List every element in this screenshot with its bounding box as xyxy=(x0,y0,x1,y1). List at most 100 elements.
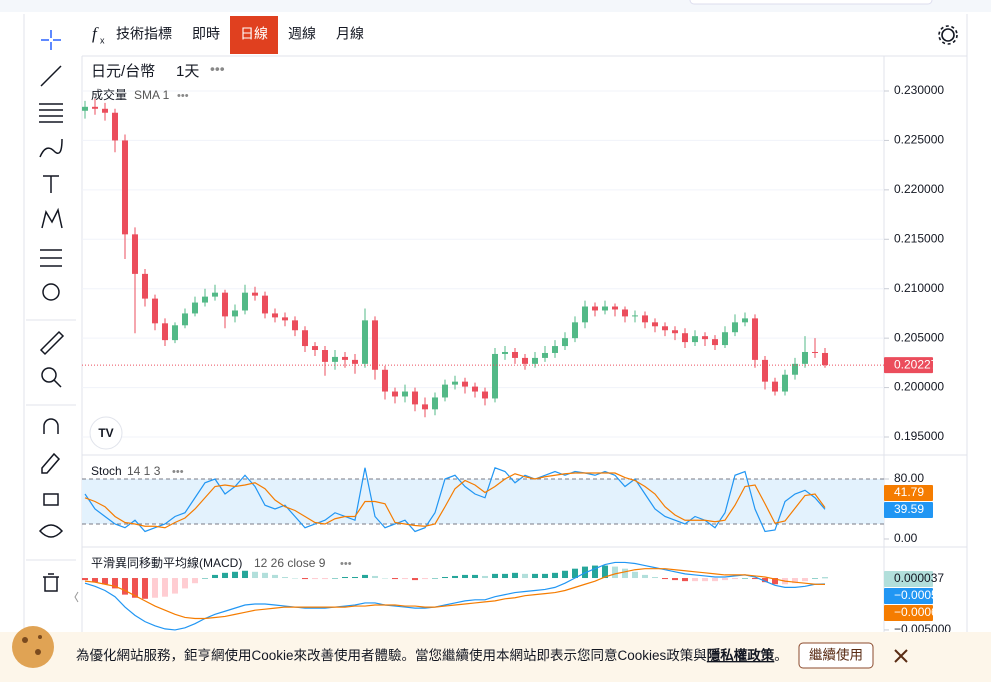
candle-body xyxy=(822,352,828,366)
candle-body xyxy=(472,386,478,392)
last-value-label: 0.000037 xyxy=(894,571,944,585)
candle-body xyxy=(242,292,248,311)
stoch-title: Stoch xyxy=(91,464,122,478)
eye-icon[interactable] xyxy=(38,524,64,538)
histogram-bar xyxy=(452,575,458,579)
candle-body xyxy=(482,391,488,399)
volume-params: SMA 1 xyxy=(134,88,170,102)
last-value-label-bg xyxy=(884,605,933,621)
candle-body xyxy=(692,336,698,343)
collapse-arrow[interactable] xyxy=(74,591,79,603)
candle-body xyxy=(582,306,588,323)
histogram-bar xyxy=(772,578,778,585)
line-tool-icon[interactable] xyxy=(40,65,62,87)
fib-icon[interactable] xyxy=(39,103,63,123)
ruler-icon[interactable] xyxy=(39,330,65,356)
magnet-icon[interactable] xyxy=(43,418,59,434)
more-dots[interactable]: ••• xyxy=(177,90,189,102)
histogram-bar xyxy=(332,578,338,579)
prediction-icon[interactable] xyxy=(40,249,62,267)
candle-body xyxy=(122,140,128,235)
top-toolbar: f x 技術指標 即時 日線 週線 月線 xyxy=(92,16,958,54)
indicators-button[interactable]: 技術指標 xyxy=(116,26,172,42)
text-icon[interactable] xyxy=(43,175,59,193)
histogram-bar xyxy=(802,578,808,582)
histogram-bar xyxy=(622,568,628,579)
histogram-bar xyxy=(642,574,648,579)
histogram-bar xyxy=(752,578,758,580)
histogram-bar xyxy=(572,568,578,579)
y-tick-label: 0.00 xyxy=(894,531,918,545)
more-dots[interactable]: ••• xyxy=(210,61,225,77)
histogram-bar xyxy=(512,572,518,579)
more-dots[interactable]: ••• xyxy=(172,466,184,478)
histogram-bar xyxy=(542,573,548,579)
candle-body xyxy=(172,325,178,341)
brush-icon[interactable] xyxy=(39,138,63,158)
left-toolbar xyxy=(26,30,79,603)
candle-body xyxy=(532,357,538,364)
trash-icon[interactable] xyxy=(43,573,59,592)
histogram-bar xyxy=(632,571,638,579)
candle-body xyxy=(732,322,738,333)
last-value-label: 41.79 xyxy=(894,485,924,499)
zoom-icon[interactable] xyxy=(41,367,57,383)
histogram-bar xyxy=(92,578,98,583)
histogram-bar xyxy=(822,577,828,579)
histogram-bar xyxy=(192,578,198,584)
candle-body xyxy=(772,381,778,392)
candle-body xyxy=(672,330,678,334)
lock-icon[interactable] xyxy=(43,493,59,506)
search-box[interactable] xyxy=(689,0,933,5)
histogram-bar xyxy=(562,570,568,579)
candle-body xyxy=(352,359,358,364)
candle-body xyxy=(602,306,608,311)
histogram-bar xyxy=(412,578,418,581)
interval-tab[interactable]: 即時 xyxy=(192,26,220,42)
emoji-icon[interactable] xyxy=(42,283,60,301)
candle-body xyxy=(502,351,508,354)
privacy-link[interactable]: 隱私權政策 xyxy=(707,647,775,663)
y-tick-label: 0.225000 xyxy=(894,133,944,147)
histogram-bar xyxy=(532,573,538,579)
pattern-icon[interactable] xyxy=(41,207,63,229)
indicator-line xyxy=(84,561,826,631)
lock-draw-icon[interactable] xyxy=(41,452,61,474)
histogram-bar xyxy=(282,576,288,579)
interval-label: 1天 xyxy=(176,63,199,80)
candle-body xyxy=(232,310,238,317)
settings-icon[interactable] xyxy=(941,28,955,42)
legend: 日元/台幣 1天 ••• 成交量 SMA 1 ••• Stoch 14 1 3 … xyxy=(89,61,352,570)
candle-body xyxy=(592,306,598,311)
histogram-bar xyxy=(292,578,298,579)
histogram-bar xyxy=(102,578,108,585)
histogram-bar xyxy=(492,573,498,579)
candle-body xyxy=(612,306,618,310)
histogram-bar xyxy=(792,578,798,584)
cookie-message: 為優化網站服務，鉅亨網使用Cookie來改善使用者體驗。當您繼續使用本網站即表示… xyxy=(76,647,707,663)
last-value-label-bg xyxy=(884,485,933,501)
accept-button[interactable] xyxy=(798,642,874,669)
crosshair-icon[interactable] xyxy=(41,30,61,50)
histogram-bar xyxy=(342,576,348,579)
candle-body xyxy=(462,381,468,387)
candle-body xyxy=(292,320,298,331)
candle-body xyxy=(262,295,268,314)
last-value-label-bg xyxy=(884,588,933,604)
candle-body xyxy=(92,106,98,109)
interval-tab[interactable]: 週線 xyxy=(288,26,316,42)
indicator-line xyxy=(84,568,826,620)
interval-tab[interactable]: 日線 xyxy=(240,26,268,42)
histogram-bar xyxy=(132,578,138,598)
candle-body xyxy=(302,330,308,347)
fx-icon[interactable]: f xyxy=(92,24,99,43)
histogram-bar xyxy=(272,574,278,579)
candle-body xyxy=(212,292,218,297)
interval-tab[interactable]: 月線 xyxy=(336,26,364,42)
tv-logo[interactable] xyxy=(89,416,123,450)
candle-body xyxy=(622,309,628,317)
accept-button-label: 繼續使用 xyxy=(809,647,863,663)
close-button[interactable] xyxy=(894,649,908,663)
more-dots[interactable]: ••• xyxy=(340,558,352,570)
candle-body xyxy=(442,384,448,398)
